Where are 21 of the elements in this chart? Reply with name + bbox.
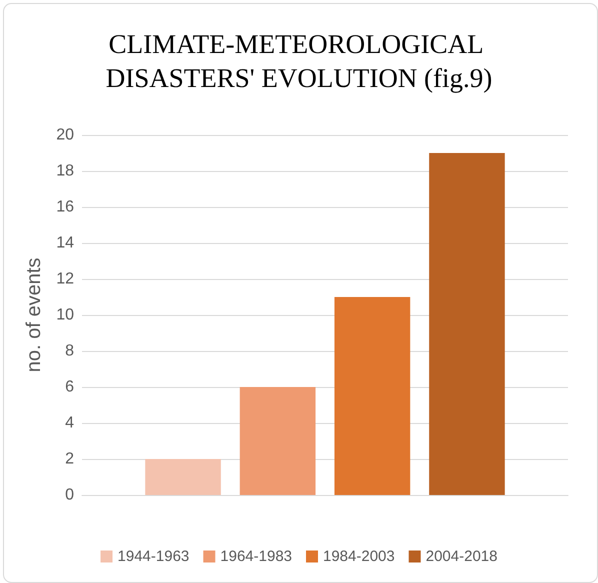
y-tick-label: 0 xyxy=(65,486,74,504)
y-tick-label: 4 xyxy=(65,414,74,432)
y-tick-label: 6 xyxy=(65,378,74,396)
y-tick-label: 18 xyxy=(56,162,74,180)
y-tick-label: 8 xyxy=(65,342,74,360)
legend-label: 1944-1963 xyxy=(118,548,190,565)
bar xyxy=(429,153,505,495)
legend-label: 2004-2018 xyxy=(426,548,498,565)
y-tick-label: 10 xyxy=(56,306,74,324)
legend-label: 1984-2003 xyxy=(323,548,395,565)
bar xyxy=(145,459,221,495)
bar xyxy=(334,297,410,495)
bar xyxy=(240,387,316,495)
y-tick-label: 16 xyxy=(56,198,74,216)
y-tick-label: 14 xyxy=(56,234,74,252)
chart-title: CLIMATE-METEOROLOGICAL DISASTERS' EVOLUTION (fig.9) xyxy=(106,29,492,93)
legend-label: 1964-1983 xyxy=(220,548,292,565)
y-tick-label: 20 xyxy=(56,126,74,144)
y-tick-label: 12 xyxy=(56,270,74,288)
y-tick-label: 2 xyxy=(65,450,74,468)
y-axis-title: no. of events xyxy=(23,258,45,372)
